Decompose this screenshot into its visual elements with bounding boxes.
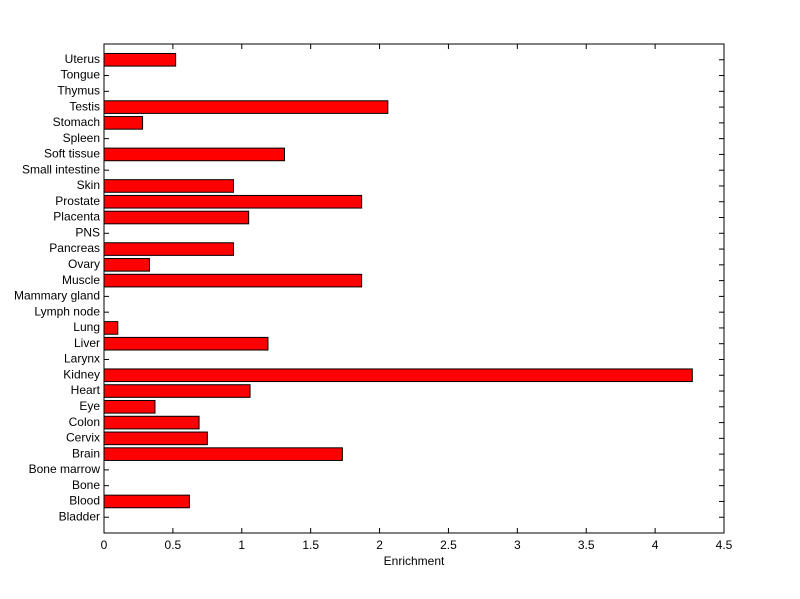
y-tick-label: Lung: [73, 320, 100, 334]
y-tick-label: Cervix: [66, 431, 100, 445]
y-tick-label: Testis: [69, 99, 100, 113]
bar: [103, 431, 208, 446]
y-tick-label: Uterus: [65, 52, 100, 66]
y-tick-label: Colon: [69, 415, 100, 429]
x-tick-label: 0.5: [165, 538, 182, 552]
x-tick-label: 3: [514, 538, 521, 552]
y-tick-label: Bone: [72, 478, 100, 492]
bar: [103, 384, 251, 398]
bar: [103, 447, 343, 461]
y-tick-label: Tongue: [61, 68, 101, 82]
y-tick-label: Bone marrow: [29, 462, 101, 476]
y-tick-label: Heart: [71, 383, 101, 397]
bar: [103, 494, 190, 509]
bar: [103, 368, 693, 383]
y-tick-label: Spleen: [63, 131, 100, 145]
y-tick-label: Stomach: [53, 115, 100, 129]
y-tick-label: Brain: [72, 446, 100, 460]
x-tick-label: 4.5: [716, 538, 733, 552]
y-tick-label: Liver: [74, 336, 100, 350]
x-tick-label: 3.5: [578, 538, 595, 552]
bar: [103, 258, 150, 272]
y-tick-label: Eye: [79, 399, 100, 413]
y-tick-label: Muscle: [62, 273, 100, 287]
x-tick-label: 1: [238, 538, 245, 552]
x-tick-label: 2: [376, 538, 383, 552]
x-axis-label: Enrichment: [384, 554, 445, 568]
y-tick-label: Soft tissue: [44, 147, 100, 161]
y-tick-label: Ovary: [68, 257, 100, 271]
y-tick-label: Prostate: [55, 194, 100, 208]
x-tick-label: 0: [101, 538, 108, 552]
bar: [103, 100, 389, 114]
bar: [103, 147, 285, 162]
bar: [103, 415, 200, 430]
y-tick-label: PNS: [75, 225, 100, 239]
y-tick-label: Bladder: [59, 509, 100, 523]
bar: [103, 273, 363, 288]
y-tick-label: Larynx: [64, 352, 100, 366]
y-tick-label: Kidney: [63, 367, 100, 381]
x-tick-label: 1.5: [302, 538, 319, 552]
y-tick-label: Mammary gland: [14, 289, 100, 303]
bar: [103, 210, 250, 225]
y-tick-label: Small intestine: [22, 162, 100, 176]
bar: [103, 321, 119, 335]
bar: [103, 336, 269, 351]
bar: [103, 179, 235, 193]
bar: [103, 242, 235, 256]
bar: [103, 52, 177, 67]
bar: [103, 116, 144, 130]
x-tick-label: 4: [652, 538, 659, 552]
y-tick-label: Lymph node: [34, 304, 100, 318]
bar: [103, 194, 363, 209]
bar: [103, 399, 156, 414]
x-tick-label: 2.5: [440, 538, 457, 552]
y-tick-label: Blood: [69, 494, 100, 508]
y-tick-label: Skin: [77, 178, 100, 192]
y-tick-label: Pancreas: [49, 241, 100, 255]
y-tick-label: Placenta: [53, 210, 100, 224]
y-tick-label: Thymus: [57, 83, 100, 97]
